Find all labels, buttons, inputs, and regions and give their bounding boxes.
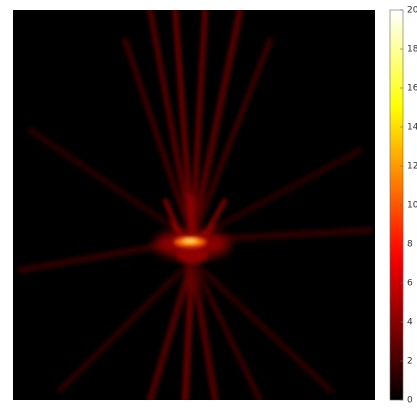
page: 02468101214161820 (() => { const data = … [0,0,417,408]
chart: 0 2 4 6 8 10 12 14 16 18 20 [0,0,417,408]
colorbar-tick-label: 8 [407,240,413,250]
colorbar-tick-label: 18 [407,45,417,55]
colorbar: 0 2 4 6 8 10 12 14 16 18 20 [390,6,417,406]
colorbar-tick-label: 20 [407,6,417,16]
colorbar-tick-label: 12 [407,162,417,172]
colorbar-tick-label: 6 [407,279,413,289]
colorbar-tick-label: 0 [407,396,413,406]
colorbar-tick-label: 16 [407,84,417,94]
colorbar-tick-label: 10 [407,201,417,211]
colorbar-tick-label: 4 [407,318,413,328]
colorbar-tick-label: 2 [407,357,413,367]
colorbar-tick-label: 14 [407,123,417,133]
